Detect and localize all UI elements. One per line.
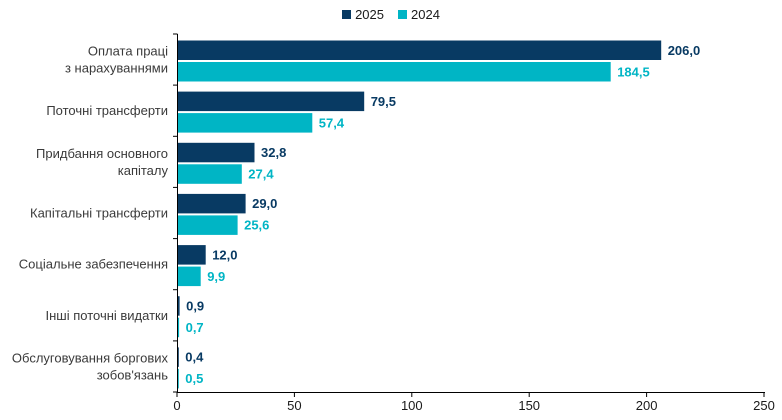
bar-2025-5 [177, 296, 180, 316]
value-label-2025-0: 206,0 [668, 43, 701, 58]
value-label-2024-3: 25,6 [244, 218, 269, 233]
value-label-2024-1: 57,4 [319, 115, 345, 130]
bar-2025-1 [177, 91, 365, 112]
value-label-2025-3: 29,0 [252, 196, 277, 211]
category-label-6: Обслуговування боргових зобов'язань [12, 350, 169, 382]
x-tick-label-1: 50 [287, 398, 301, 413]
x-tick-label-2: 100 [401, 398, 423, 413]
value-label-2024-0: 184,5 [617, 64, 650, 79]
bar-2025-3 [177, 193, 246, 214]
x-tick-label-5: 250 [753, 398, 775, 413]
legend-label-2024: 2024 [411, 7, 440, 22]
value-label-2025-1: 79,5 [371, 94, 396, 109]
bar-2025-6 [177, 347, 179, 367]
category-label-3: Капітальні трансферти [30, 206, 168, 221]
category-label-5: Інші поточні видатки [45, 308, 168, 323]
bar-2024-1 [177, 113, 313, 133]
x-tick-label-3: 150 [518, 398, 540, 413]
value-label-2024-6: 0,5 [185, 371, 203, 386]
category-label-1: Поточні трансферти [46, 103, 168, 118]
value-label-2024-4: 9,9 [207, 269, 225, 284]
x-tick-label-0: 0 [173, 398, 180, 413]
legend-swatch-2025 [342, 10, 352, 19]
bar-2024-0 [177, 62, 611, 82]
legend-label-2025: 2025 [355, 7, 384, 22]
value-label-2025-5: 0,9 [186, 299, 204, 314]
value-label-2025-6: 0,4 [185, 350, 204, 365]
bar-2025-2 [177, 142, 255, 163]
legend: 2025 2024 [0, 7, 782, 22]
bar-2024-2 [177, 164, 242, 184]
category-label-2: Придбання основного капіталу [36, 146, 168, 178]
category-label-4: Соціальне забезпечення [19, 257, 168, 272]
bar-2024-5 [177, 317, 180, 338]
bar-2024-4 [177, 266, 201, 287]
value-label-2024-5: 0,7 [186, 320, 204, 335]
legend-item-2024: 2024 [398, 7, 440, 22]
x-tick-label-4: 200 [636, 398, 658, 413]
bar-2025-0 [177, 40, 662, 60]
legend-item-2025: 2025 [342, 7, 384, 22]
category-label-0: Оплата праці з нарахуваннями [65, 44, 168, 76]
value-label-2024-2: 27,4 [248, 167, 274, 182]
value-label-2025-4: 12,0 [212, 247, 237, 262]
bar-2024-3 [177, 215, 238, 235]
bar-2024-6 [177, 368, 179, 389]
legend-swatch-2024 [398, 10, 407, 19]
value-label-2025-2: 32,8 [261, 145, 286, 160]
bar-2025-4 [177, 245, 206, 265]
